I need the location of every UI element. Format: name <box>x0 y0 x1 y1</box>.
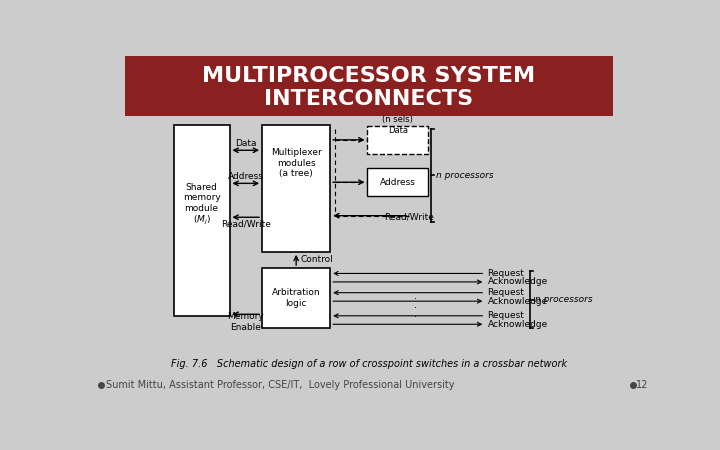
Text: Acknowledge: Acknowledge <box>487 277 548 286</box>
Text: n processors: n processors <box>535 295 593 304</box>
Text: Request: Request <box>487 288 524 297</box>
Bar <box>367 126 428 154</box>
Text: Address: Address <box>379 178 415 187</box>
Text: Acknowledge: Acknowledge <box>487 297 548 306</box>
Text: ·
·
·: · · · <box>414 294 417 322</box>
Text: (n sels)
Data: (n sels) Data <box>382 115 413 135</box>
Bar <box>367 168 428 197</box>
Text: Read/Write: Read/Write <box>221 220 271 229</box>
Text: Sumit Mittu, Assistant Professor, CSE/IT,  Lovely Professional University: Sumit Mittu, Assistant Professor, CSE/IT… <box>106 380 454 390</box>
Text: Address: Address <box>228 172 264 181</box>
Text: Fig. 7.6   Schematic design of a row of crosspoint switches in a crossbar networ: Fig. 7.6 Schematic design of a row of cr… <box>171 359 567 369</box>
Text: Multiplexer
modules
(a tree): Multiplexer modules (a tree) <box>271 148 322 178</box>
Text: INTERCONNECTS: INTERCONNECTS <box>264 89 474 108</box>
Text: Arbitration
logic: Arbitration logic <box>272 288 320 308</box>
Text: n processors: n processors <box>436 171 493 180</box>
Text: MULTIPROCESSOR SYSTEM: MULTIPROCESSOR SYSTEM <box>202 66 536 86</box>
Bar <box>125 56 613 117</box>
Text: Control: Control <box>301 256 333 265</box>
Text: Request: Request <box>487 311 524 320</box>
Text: Request: Request <box>487 269 524 278</box>
Text: 12: 12 <box>636 380 649 390</box>
Bar <box>262 125 330 252</box>
Text: Read/Write: Read/Write <box>384 213 434 222</box>
Bar <box>262 268 330 328</box>
Text: Memory
Enable: Memory Enable <box>228 312 264 332</box>
Text: Acknowledge: Acknowledge <box>487 320 548 329</box>
Text: Shared
memory
module
$(M_j)$: Shared memory module $(M_j)$ <box>183 183 220 227</box>
Bar <box>174 125 230 316</box>
Text: Data: Data <box>235 139 256 148</box>
